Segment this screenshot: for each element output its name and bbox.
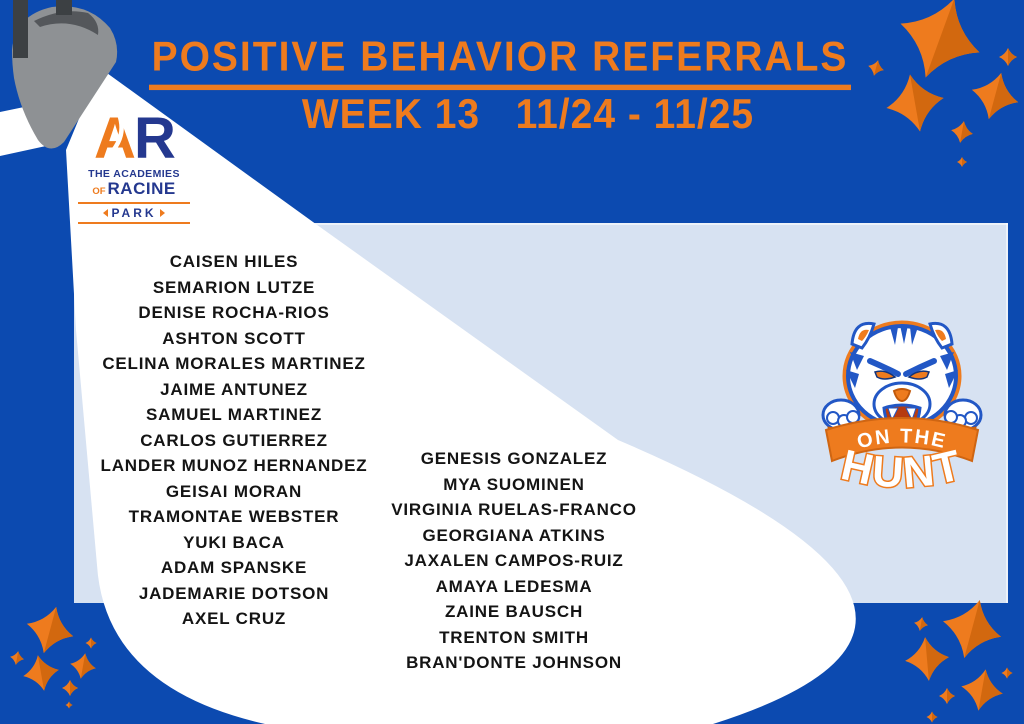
stripe bbox=[846, 370, 859, 388]
referral-name: TRENTON SMITH bbox=[439, 627, 589, 647]
referral-name: ADAM SPANSKE bbox=[160, 558, 308, 577]
page-title: POSITIVE BEHAVIOR REFERRALS bbox=[148, 34, 852, 91]
referral-name: TRAMONTAE WEBSTER bbox=[128, 507, 340, 526]
star-icon bbox=[957, 157, 967, 167]
referral-name: JAXALEN CAMPOS-RUIZ bbox=[404, 551, 624, 570]
referral-name: MYA SUOMINEN bbox=[443, 474, 585, 494]
referral-name: JADEMARIE DOTSON bbox=[138, 583, 330, 603]
school-logo: R A THE ACADEMIES OF RACINE PARK bbox=[66, 100, 202, 226]
logo-campus-row: PARK bbox=[66, 206, 202, 220]
star-icon bbox=[67, 650, 99, 682]
stripe bbox=[850, 352, 864, 370]
ar-monogram-icon: R A bbox=[94, 106, 176, 171]
tiger-fang-left bbox=[887, 407, 899, 422]
star-icon bbox=[20, 652, 62, 694]
tiger-eye-left bbox=[873, 370, 897, 380]
referral-name: BRAN'DONTE JOHNSON bbox=[406, 653, 622, 672]
stripe bbox=[945, 370, 958, 388]
referral-name: GEISAI MORAN bbox=[165, 481, 303, 501]
tiger-brow-right bbox=[903, 358, 937, 377]
stripe bbox=[890, 327, 898, 345]
star-icon bbox=[62, 680, 78, 696]
referral-name: LANDER MUNOZ HERNANDEZ bbox=[100, 456, 368, 475]
referral-name: ASHTON SCOTT bbox=[162, 328, 306, 348]
mount-bar-right bbox=[56, 0, 72, 15]
headline-block: POSITIVE BEHAVIOR REFERRALS WEEK 13 11/2… bbox=[0, 34, 1024, 138]
tiger-mascot-badge: ON THE HUNT bbox=[821, 320, 983, 499]
logo-divider-bottom bbox=[78, 222, 190, 224]
monogram-swoosh bbox=[104, 113, 124, 160]
star-icon bbox=[903, 635, 951, 683]
referral-name: AMAYA LEDESMA bbox=[435, 576, 593, 596]
star-icon bbox=[957, 665, 1007, 715]
star-icon bbox=[912, 615, 930, 633]
referral-name: DENISE ROCHA-RIOS bbox=[138, 303, 330, 322]
page-subtitle: WEEK 13 11/24 - 11/25 bbox=[301, 91, 755, 138]
tiger-fang-right bbox=[905, 407, 917, 422]
referral-name: SAMUEL MARTINEZ bbox=[145, 405, 322, 424]
tiger-nose bbox=[892, 388, 912, 403]
logo-divider-top bbox=[78, 202, 190, 204]
stripe bbox=[900, 325, 908, 344]
mount-bar-left bbox=[13, 0, 28, 58]
campus-left-arrow-icon bbox=[103, 208, 109, 217]
logo-park-text: PARK bbox=[111, 206, 157, 220]
referral-name: SEMARION LUTZE bbox=[152, 277, 316, 297]
campus-right-arrow-icon bbox=[159, 208, 165, 217]
logo-academies-text: THE ACADEMIES bbox=[88, 168, 180, 180]
referral-name: YUKI BACA bbox=[183, 532, 285, 552]
star-icon bbox=[935, 592, 1009, 666]
logo-racine-row: OF RACINE bbox=[66, 180, 202, 200]
star-icon bbox=[8, 649, 26, 667]
referral-name: GENESIS GONZALEZ bbox=[420, 449, 608, 468]
tiger-brow-left bbox=[867, 358, 901, 377]
star-icon bbox=[1001, 667, 1013, 679]
logo-racine-text: RACINE bbox=[107, 179, 176, 198]
logo-of-text: OF bbox=[92, 186, 106, 197]
monogram-a: A bbox=[94, 106, 136, 162]
referral-name: JAIME ANTUNEZ bbox=[160, 379, 308, 399]
referral-name: CELINA MORALES MARTINEZ bbox=[102, 354, 366, 373]
star-icon bbox=[939, 688, 955, 704]
tiger-ear-inner-right bbox=[935, 329, 946, 341]
referral-name: AXEL CRUZ bbox=[181, 609, 287, 628]
stage-light-fixture bbox=[0, 0, 118, 156]
star-icon bbox=[65, 701, 73, 709]
stripe bbox=[910, 327, 918, 345]
referral-name: CAISEN HILES bbox=[169, 252, 299, 271]
mascot-banner bbox=[824, 417, 980, 463]
stripe bbox=[940, 352, 954, 370]
referral-name: GEORGIANA ATKINS bbox=[422, 525, 606, 545]
spotlight-body bbox=[12, 6, 118, 149]
monogram-r: R bbox=[134, 106, 176, 162]
star-icon bbox=[926, 711, 938, 723]
referral-name: VIRGINIA RUELAS-FRANCO bbox=[391, 500, 637, 519]
referral-name: CARLOS GUTIERREZ bbox=[140, 430, 328, 450]
referral-list-right: GENESIS GONZALEZ MYA SUOMINEN VIRGINIA RUE… bbox=[358, 446, 670, 676]
tiger-ear-inner-left bbox=[858, 329, 869, 341]
referral-name: ZAINE BAUSCH bbox=[444, 602, 584, 621]
referral-list-left: CAISEN HILES SEMARION LUTZE DENISE ROCHA-R… bbox=[48, 249, 420, 632]
mascot-main-text: HUNT bbox=[837, 441, 967, 498]
spotlight-hood bbox=[34, 11, 99, 35]
tiger-eye-right bbox=[907, 370, 931, 380]
star-icon bbox=[85, 637, 97, 649]
